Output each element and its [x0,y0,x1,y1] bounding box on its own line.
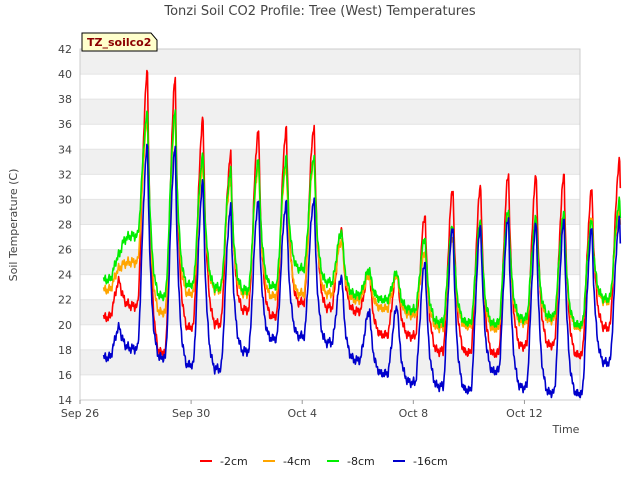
y-tick-label: 30 [58,193,72,206]
plot-frame [79,48,581,401]
x-tick-label: Oct 4 [287,407,317,420]
tag-label: TZ_soilco2 [87,36,151,49]
grid-band [80,49,580,75]
legend-item--4cm: -4cm [263,455,311,468]
tag-box [81,32,158,52]
series-tag: TZ_soilco2 [81,32,158,52]
legend-label: -8cm [347,455,375,468]
grid-bands [80,49,580,401]
x-tick-label: Oct 12 [506,407,543,420]
grid-band [80,349,580,375]
y-axis-ticks: 14 16 18 20 22 24 26 28 30 32 34 36 38 40 42 [58,43,72,407]
grid-band [80,99,580,125]
series-lines [102,69,622,399]
y-tick-label: 32 [58,168,72,181]
legend-label: -4cm [283,455,311,468]
y-tick-label: 26 [58,244,72,257]
y-tick-label: 20 [58,319,72,332]
series-line--2cm [102,69,622,360]
y-axis-label: Soil Temperature (C) [7,169,20,282]
y-tick-label: 22 [58,294,72,307]
legend-item--16cm: -16cm [393,455,448,468]
x-tick-label: Sep 30 [172,407,210,420]
series-line--16cm [102,143,622,399]
y-tick-label: 28 [58,219,72,232]
chart-title: Tonzi Soil CO2 Profile: Tree (West) Temp… [163,4,476,19]
y-tick-label: 16 [58,369,72,382]
legend-label: -16cm [413,455,448,468]
grid-band [80,199,580,225]
grid-band [80,249,580,275]
x-tick-label: Oct 8 [399,407,429,420]
y-tick-label: 42 [58,43,72,56]
legend-label: -2cm [220,455,248,468]
legend-item--2cm: -2cm [200,455,248,468]
y-tick-label: 14 [58,394,72,407]
legend: -2cm -4cm -8cm -16cm [200,455,448,468]
x-axis-label: Time [552,423,580,436]
y-tick-label: 18 [58,344,72,357]
x-axis-ticks: Sep 26 Sep 30 Oct 4 Oct 8 Oct 12 [61,400,543,420]
x-tick-label: Sep 26 [61,407,99,420]
y-tick-label: 36 [58,118,72,131]
y-tick-label: 24 [58,269,72,282]
legend-item--8cm: -8cm [327,455,375,468]
y-tick-label: 40 [58,68,72,81]
y-tick-label: 38 [58,93,72,106]
grid-band [80,149,580,175]
y-tick-label: 34 [58,143,72,156]
